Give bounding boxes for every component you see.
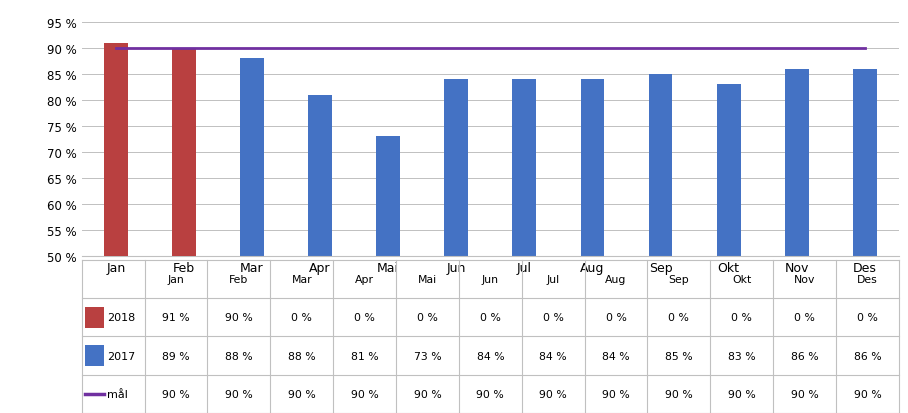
Text: 0 %: 0 % [606, 313, 627, 323]
Text: 2018: 2018 [107, 313, 135, 323]
Text: 84 %: 84 % [602, 351, 630, 361]
Text: 89 %: 89 % [163, 351, 190, 361]
Bar [104, 54, 128, 413]
Text: Jun: Jun [482, 274, 498, 284]
Text: 90 %: 90 % [288, 389, 316, 399]
Text: 90 %: 90 % [225, 389, 252, 399]
Text: 0 %: 0 % [668, 313, 689, 323]
Text: 0 %: 0 % [354, 313, 375, 323]
Text: Sep: Sep [668, 274, 689, 284]
Text: Okt: Okt [732, 274, 752, 284]
Text: mål: mål [107, 389, 128, 399]
Text: Jan: Jan [168, 274, 184, 284]
Text: 90 %: 90 % [602, 389, 630, 399]
Text: 0 %: 0 % [543, 313, 564, 323]
Text: 86 %: 86 % [854, 351, 882, 361]
Text: 90 %: 90 % [854, 389, 882, 399]
Text: 0 %: 0 % [417, 313, 438, 323]
Text: 91 %: 91 % [163, 313, 190, 323]
Text: 88 %: 88 % [225, 351, 252, 361]
Text: 2017: 2017 [107, 351, 135, 361]
Text: 90 %: 90 % [728, 389, 755, 399]
Text: Aug: Aug [606, 274, 627, 284]
Text: Mai: Mai [418, 274, 437, 284]
Bar [240, 59, 264, 413]
Bar [648, 75, 673, 413]
Bar [853, 69, 877, 413]
Text: Des: Des [857, 274, 878, 284]
Text: 84 %: 84 % [539, 351, 567, 361]
Bar [785, 69, 809, 413]
Text: Mar: Mar [291, 274, 312, 284]
Bar [444, 80, 469, 413]
Text: 90 %: 90 % [791, 389, 818, 399]
Text: 83 %: 83 % [728, 351, 755, 361]
Bar [716, 85, 741, 413]
Text: 86 %: 86 % [791, 351, 818, 361]
Bar [376, 137, 400, 413]
Bar [580, 80, 605, 413]
Bar [172, 59, 196, 413]
Text: 90 %: 90 % [477, 389, 504, 399]
Text: Feb: Feb [229, 274, 249, 284]
Bar [85, 307, 104, 328]
Text: 90 %: 90 % [163, 389, 190, 399]
Bar [104, 43, 128, 413]
Bar [172, 49, 196, 413]
Text: 90 %: 90 % [665, 389, 693, 399]
Text: 90 %: 90 % [225, 313, 252, 323]
Text: 90 %: 90 % [350, 389, 379, 399]
Text: 0 %: 0 % [291, 313, 312, 323]
Text: 81 %: 81 % [350, 351, 379, 361]
Text: Apr: Apr [355, 274, 374, 284]
Text: 85 %: 85 % [665, 351, 693, 361]
Text: 0 %: 0 % [731, 313, 752, 323]
Text: 84 %: 84 % [477, 351, 504, 361]
Text: 90 %: 90 % [413, 389, 441, 399]
Text: 0 %: 0 % [794, 313, 815, 323]
Text: 88 %: 88 % [288, 351, 316, 361]
Text: Jul: Jul [547, 274, 559, 284]
Bar [512, 80, 537, 413]
Text: 0 %: 0 % [480, 313, 500, 323]
Text: 73 %: 73 % [414, 351, 441, 361]
Text: 0 %: 0 % [857, 313, 878, 323]
Bar [308, 95, 332, 413]
Bar [85, 345, 104, 366]
Text: Nov: Nov [794, 274, 815, 284]
Text: 90 %: 90 % [539, 389, 568, 399]
